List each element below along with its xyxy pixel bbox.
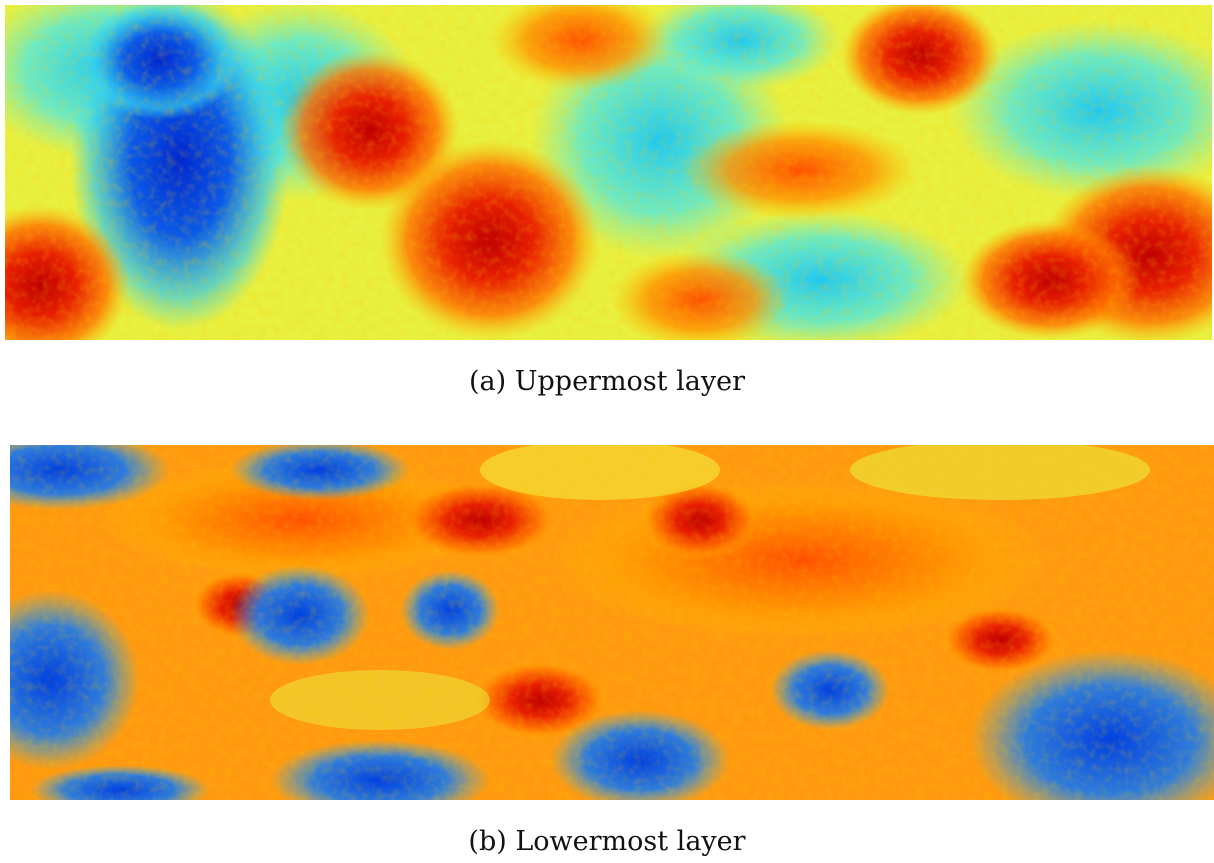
figure [0, 0, 1214, 863]
lowermost-layer-map [0, 430, 1214, 830]
caption: (b) Lowermost layer [0, 826, 1214, 857]
caption: (a) Uppermost layer [0, 366, 1214, 397]
page: (a) Uppermost layer (b) Lowermost layer … [0, 0, 1214, 863]
uppermost-layer-map [0, 0, 1214, 365]
